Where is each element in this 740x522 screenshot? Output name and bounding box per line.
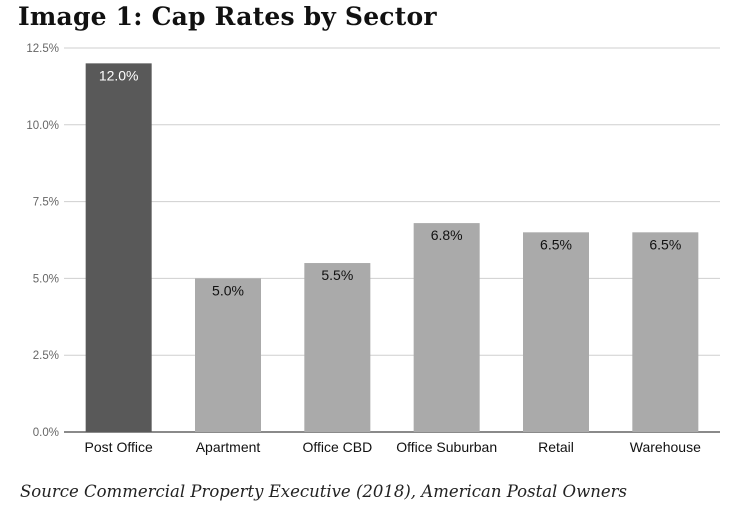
bar-data-label: 6.5% [649,236,681,252]
bar-chart: 0.0% 2.5% 5.0% 7.5% 10.0% 12.5% 12.0% 5.0% 5.5%… [26,43,720,455]
bar-data-label: 5.0% [212,282,244,298]
x-tick-label: Apartment [196,439,261,455]
bar-data-labels: 12.0% 5.0% 5.5% 6.8% 6.5% 6.5% [99,67,681,298]
chart-title: Image 1: Cap Rates by Sector [18,2,437,31]
y-tick-label: 5.0% [33,273,59,285]
bar-data-label: 12.0% [99,67,139,83]
y-axis-tick-labels: 0.0% 2.5% 5.0% 7.5% 10.0% 12.5% [26,43,59,439]
x-tick-label: Office CBD [302,439,372,455]
bar-data-label: 5.5% [321,267,353,283]
x-tick-label: Retail [538,439,574,455]
bar [195,278,261,432]
bar [632,232,699,432]
bars [85,63,699,433]
source-note: Source Commercial Property Executive (20… [20,482,627,501]
x-tick-label: Warehouse [630,439,701,455]
x-tick-label: Office Suburban [396,439,497,455]
bar-data-label: 6.5% [540,236,572,252]
gridlines [64,47,720,433]
y-tick-label: 0.0% [33,427,59,439]
bar [85,63,152,433]
y-tick-label: 10.0% [26,120,59,132]
bar [304,263,371,432]
bar-data-label: 6.8% [431,227,463,243]
bar [413,223,480,432]
y-tick-label: 2.5% [33,350,59,362]
x-axis-tick-labels: Post Office Apartment Office CBD Office Sub… [85,439,702,455]
y-tick-label: 7.5% [33,197,59,209]
x-tick-label: Post Office [85,439,153,455]
y-tick-label: 12.5% [26,43,59,55]
bar [523,232,589,432]
